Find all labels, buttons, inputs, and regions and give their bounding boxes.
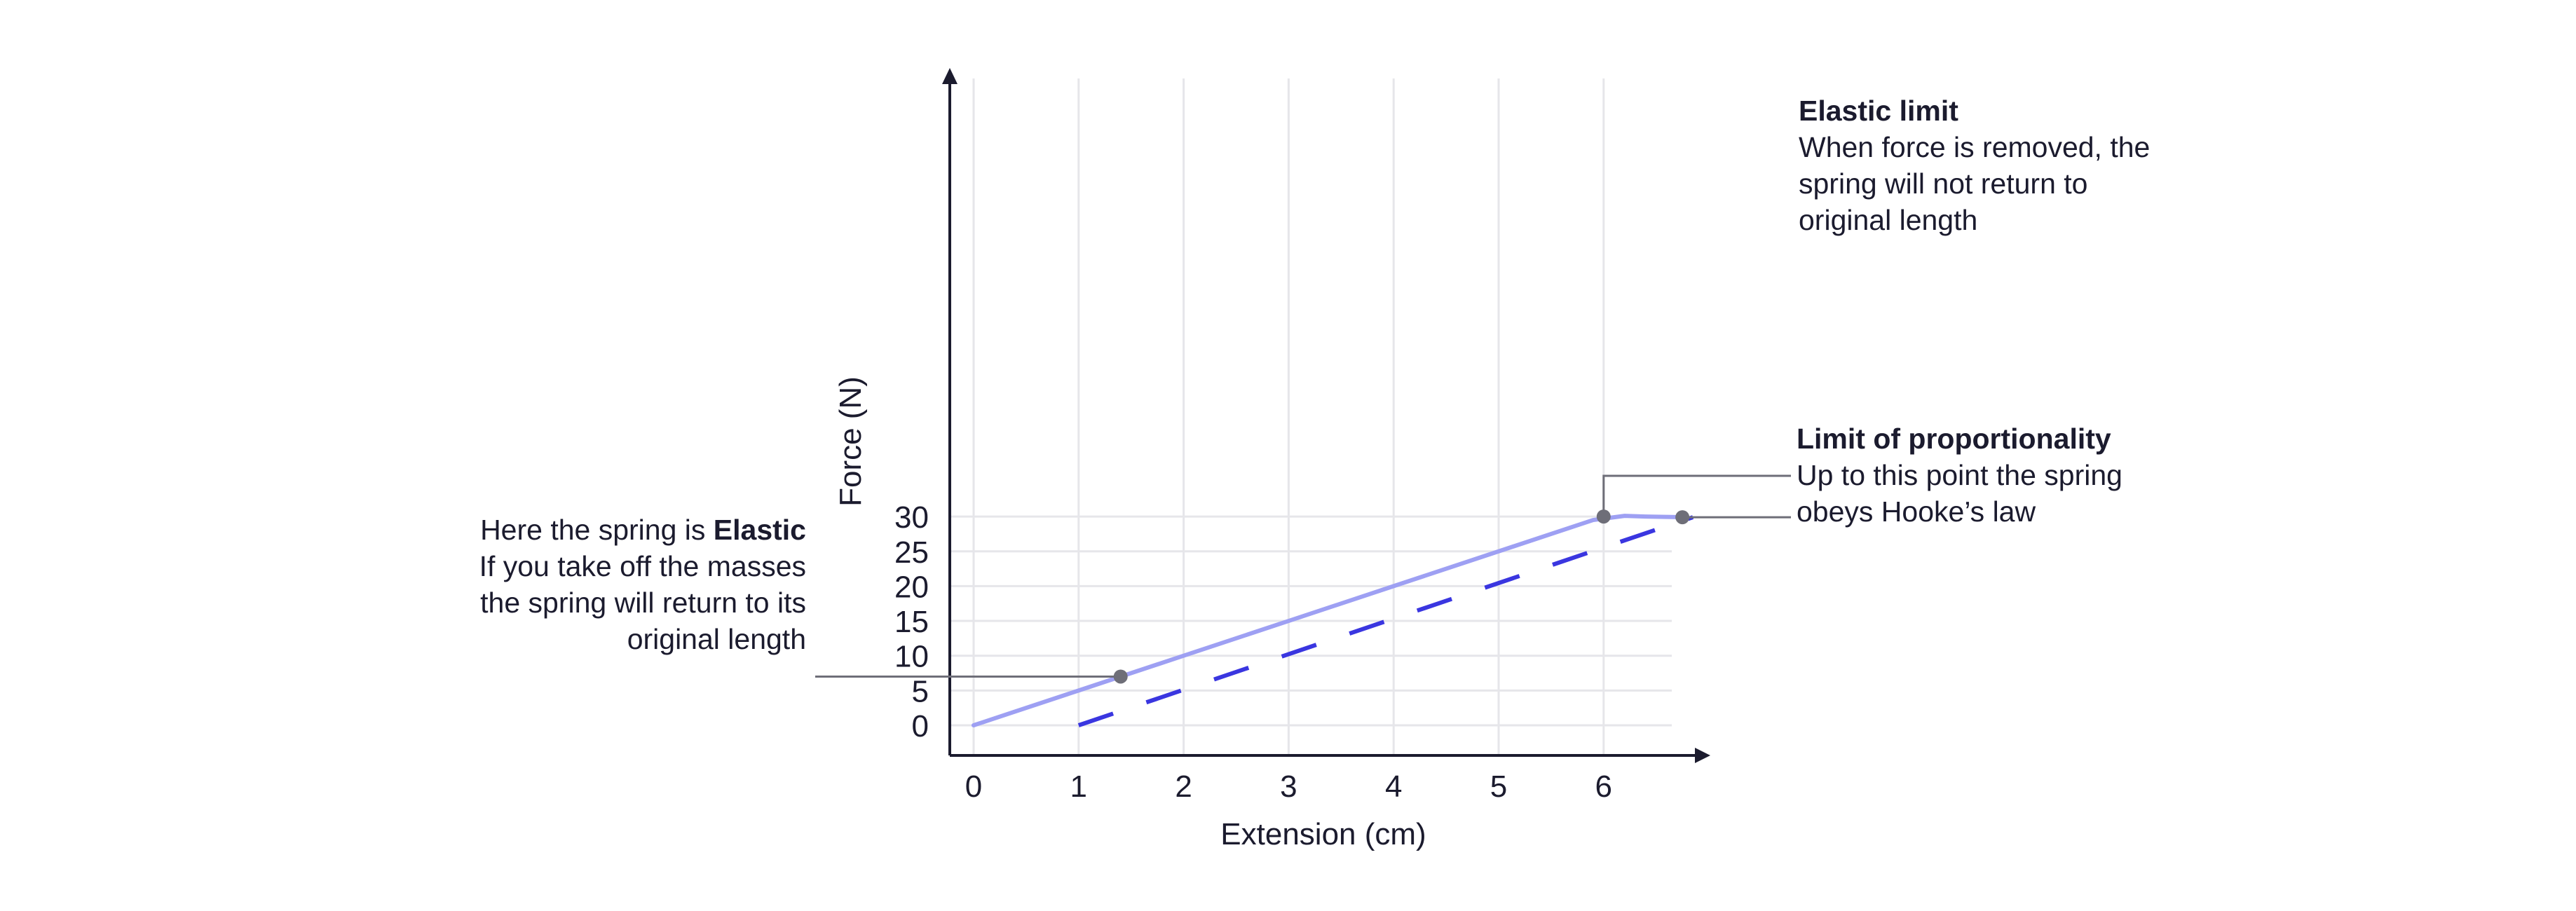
annotation-elastic-limit: Elastic limit When force is removed, the… xyxy=(1799,93,2219,238)
x-tick-label: 4 xyxy=(1385,769,1402,804)
y-tick-label: 15 xyxy=(894,605,929,639)
annotation-proportionality-line: Up to this point the spring xyxy=(1797,459,2122,491)
annotation-elastic-limit-line: original length xyxy=(1799,204,1978,236)
x-tick-label: 6 xyxy=(1595,769,1612,804)
annotation-elastic-heading: Here the spring is Elastic xyxy=(393,512,806,548)
annotation-leaders xyxy=(815,474,1791,678)
x-tick-label: 5 xyxy=(1490,769,1507,804)
annotation-elastic-limit-line: When force is removed, the xyxy=(1799,131,2151,163)
series-line-solid xyxy=(972,514,1690,727)
y-tick-label: 10 xyxy=(894,640,929,674)
annotation-proportionality-title: Limit of proportionality xyxy=(1797,423,2111,455)
markers xyxy=(1113,509,1690,684)
annotation-elastic-line: original length xyxy=(627,623,806,655)
data-point-marker xyxy=(1675,510,1690,525)
annotation-elastic-limit-line: spring will not return to xyxy=(1799,167,2088,200)
leader-proportionality xyxy=(1602,474,1791,517)
y-tick-label: 0 xyxy=(912,709,929,744)
x-axis-label: Extension (cm) xyxy=(1220,817,1426,851)
y-tick-label: 20 xyxy=(894,570,929,604)
x-tick-label: 3 xyxy=(1280,769,1297,804)
y-axis-label: Force (N) xyxy=(833,376,868,507)
annotation-elastic-prefix: Here the spring is xyxy=(480,514,714,546)
y-tick-label: 25 xyxy=(894,535,929,570)
annotation-elastic-line: If you take off the masses xyxy=(479,550,806,582)
annotation-elastic-limit-title: Elastic limit xyxy=(1799,95,1958,127)
axes xyxy=(942,68,1710,763)
grid xyxy=(950,78,1672,755)
y-tick-label: 5 xyxy=(912,674,929,708)
annotation-elastic-bold: Elastic xyxy=(713,514,806,546)
data-point-marker xyxy=(1113,669,1128,684)
series xyxy=(972,514,1694,727)
x-tick-label: 1 xyxy=(1070,769,1087,804)
x-tick-label: 0 xyxy=(965,769,982,804)
annotation-elastic: Here the spring is Elastic If you take o… xyxy=(393,512,806,657)
annotation-elastic-line: the spring will return to its xyxy=(480,587,806,619)
y-axis-arrow xyxy=(942,68,958,84)
annotation-proportionality: Limit of proportionality Up to this poin… xyxy=(1797,420,2217,530)
x-tick-label: 2 xyxy=(1175,769,1192,804)
annotation-proportionality-line: obeys Hooke’s law xyxy=(1797,495,2036,528)
x-axis-arrow xyxy=(1695,748,1710,763)
data-point-marker xyxy=(1596,509,1611,524)
y-tick-label: 30 xyxy=(894,500,929,535)
